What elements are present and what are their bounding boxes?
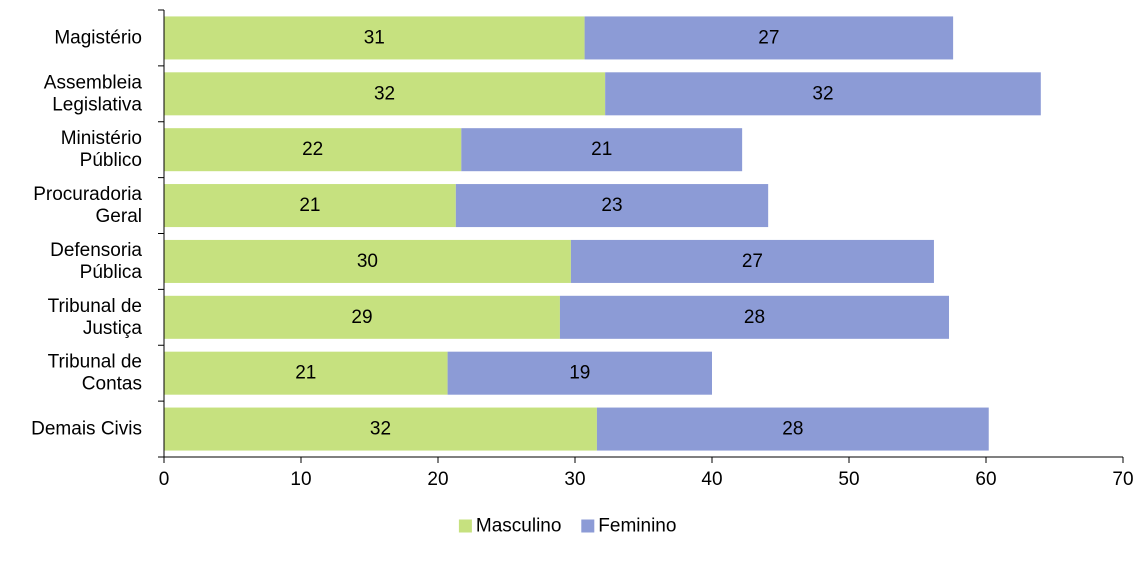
x-tick-label-1: 10 (290, 469, 311, 490)
x-tick-label-4: 40 (701, 469, 722, 490)
category-label-3: Procuradoria Geral (33, 184, 142, 227)
bar-feminino-5 (559, 295, 950, 339)
data-label-masculino-5: 29 (351, 307, 372, 328)
data-label-feminino-3: 23 (601, 195, 622, 216)
bar-masculino-6 (164, 351, 448, 395)
category-label-2: Ministério Público (61, 128, 142, 171)
legend-swatch-masculino (458, 519, 472, 533)
category-label-0: Magistério (54, 27, 142, 48)
data-label-masculino-2: 22 (302, 139, 323, 160)
data-label-masculino-0: 31 (364, 27, 385, 48)
x-tick-label-5: 50 (838, 469, 859, 490)
data-label-feminino-7: 28 (782, 419, 803, 440)
data-label-feminino-5: 28 (744, 307, 765, 328)
labels-layer: 31 27 32 32 22 21 21 23 30 27 29 28 21 19 32 28 (295, 27, 833, 439)
legend-label-feminino: Feminino (598, 516, 676, 537)
bar-masculino-2 (164, 128, 462, 172)
data-label-feminino-1: 32 (812, 83, 833, 104)
bar-feminino-0 (584, 16, 954, 60)
x-tick-label-7: 70 (1112, 469, 1133, 490)
bars-layer (164, 16, 1041, 451)
legend-swatch-feminino (581, 519, 595, 533)
bar-feminino-7 (596, 407, 989, 451)
bar-masculino-1 (164, 72, 606, 116)
category-label-1: Assembleia Legislativa (44, 72, 143, 115)
data-label-feminino-4: 27 (742, 251, 763, 272)
data-label-masculino-3: 21 (299, 195, 320, 216)
bar-masculino-3 (164, 184, 456, 228)
axis-layer: Magistério Assembleia Legislativa Ministéri… (31, 9, 1134, 490)
data-label-feminino-6: 19 (569, 363, 590, 384)
data-label-masculino-6: 21 (295, 363, 316, 384)
x-tick-label-2: 20 (427, 469, 448, 490)
category-label-6: Tribunal de Contas (48, 352, 142, 395)
bar-feminino-1 (605, 72, 1041, 116)
x-tick-label-3: 30 (564, 469, 585, 490)
bar-masculino-0 (164, 16, 585, 60)
category-label-5: Tribunal de Justiça (48, 296, 143, 339)
x-tick-label-0: 0 (159, 469, 170, 490)
category-label-7: Demais Civis (31, 419, 142, 440)
bar-masculino-5 (164, 295, 560, 339)
data-label-feminino-2: 21 (591, 139, 612, 160)
bar-feminino-3 (455, 184, 769, 228)
bar-feminino-6 (447, 351, 712, 395)
data-label-masculino-1: 32 (374, 83, 395, 104)
bar-feminino-2 (461, 128, 743, 172)
data-label-masculino-4: 30 (357, 251, 378, 272)
legend: Masculino Feminino (458, 516, 676, 537)
bar-masculino-7 (164, 407, 597, 451)
data-label-masculino-7: 32 (370, 419, 391, 440)
x-tick-label-6: 60 (975, 469, 996, 490)
data-label-feminino-0: 27 (758, 27, 779, 48)
bar-masculino-4 (164, 239, 571, 283)
legend-label-masculino: Masculino (476, 516, 562, 537)
bar-feminino-4 (570, 239, 934, 283)
category-label-4: Defensoria Pública (50, 240, 142, 283)
